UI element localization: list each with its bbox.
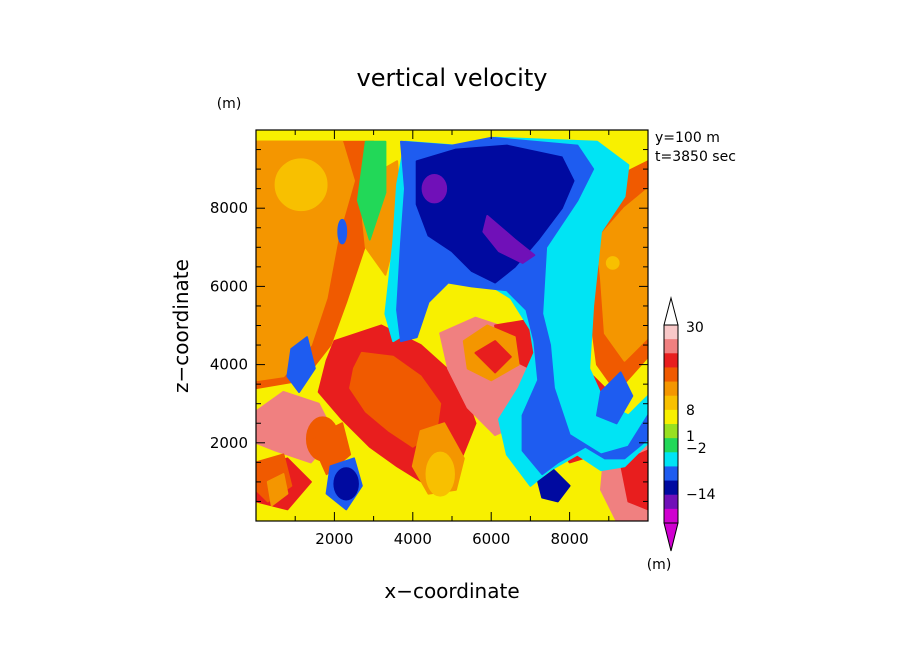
y-unit-label: (m) bbox=[217, 96, 242, 112]
x-tick-label: 6000 bbox=[472, 530, 510, 548]
colorbar-swatch-5 bbox=[664, 395, 678, 411]
colorbar-swatch-10 bbox=[664, 466, 678, 482]
contour-region-29 bbox=[421, 173, 448, 204]
contour-region-31 bbox=[537, 469, 571, 503]
colorbar: 30 8 1−2 −14 bbox=[663, 296, 716, 552]
contour-region-21 bbox=[309, 422, 352, 476]
annotation-y-position: y=100 m bbox=[655, 130, 720, 146]
x-tick-label: 4000 bbox=[394, 530, 432, 548]
colorbar-swatch-6 bbox=[664, 409, 678, 425]
contour-region-36 bbox=[337, 218, 348, 245]
colorbar-label: 8 bbox=[686, 403, 695, 419]
colorbar-top-arrow bbox=[663, 296, 679, 326]
contour-region-20 bbox=[474, 340, 512, 374]
colorbar-swatch-4 bbox=[664, 381, 678, 397]
colorbar-swatch-2 bbox=[664, 353, 678, 368]
contour-region-1 bbox=[349, 351, 442, 448]
contour-region-10 bbox=[619, 449, 648, 511]
contour-region-25 bbox=[425, 451, 455, 497]
colorbar-swatch-3 bbox=[664, 367, 678, 383]
contour-region-23 bbox=[266, 473, 289, 507]
colorbar-bottom-arrow bbox=[663, 522, 679, 552]
colorbar-swatch-13 bbox=[664, 508, 678, 524]
colorbar-label: 30 bbox=[686, 320, 704, 336]
y-tick-label: 4000 bbox=[210, 356, 248, 374]
annotation-time: t=3850 sec bbox=[655, 149, 736, 165]
contour-region-33 bbox=[333, 467, 359, 501]
contour-region-18 bbox=[605, 256, 620, 270]
colorbar-swatch-7 bbox=[664, 424, 678, 439]
contour-plot-area bbox=[256, 130, 648, 521]
contour-region-13 bbox=[274, 158, 328, 212]
colorbar-frame bbox=[663, 324, 679, 524]
colorbar-swatch-8 bbox=[664, 438, 678, 453]
colorbar-label: −2 bbox=[686, 441, 707, 457]
y-tick-label: 6000 bbox=[210, 277, 248, 295]
contour-region-15 bbox=[356, 140, 387, 241]
x-tick-label: 2000 bbox=[315, 530, 353, 548]
y-tick-label: 2000 bbox=[210, 434, 248, 452]
contour-region-30 bbox=[482, 215, 536, 264]
y-tick-label: 8000 bbox=[210, 199, 248, 217]
y-axis-label: z−coordinate bbox=[169, 259, 193, 393]
colorbar-swatch-12 bbox=[664, 494, 678, 510]
colorbar-swatch-0 bbox=[664, 325, 678, 340]
colorbar-unit-label: (m) bbox=[647, 557, 672, 573]
chart-title: vertical velocity bbox=[357, 64, 548, 92]
colorbar-label: 1 bbox=[686, 429, 695, 445]
colorbar-label: −14 bbox=[686, 487, 716, 503]
x-axis-label: x−coordinate bbox=[384, 579, 519, 603]
colorbar-swatch-1 bbox=[664, 339, 678, 354]
contour-region-17 bbox=[596, 187, 648, 362]
colorbar-swatch-11 bbox=[664, 480, 678, 496]
contour-region-34 bbox=[286, 336, 316, 393]
colorbar-swatch-9 bbox=[664, 452, 678, 467]
contour-region-35 bbox=[596, 371, 634, 425]
x-tick-label: 8000 bbox=[551, 530, 589, 548]
